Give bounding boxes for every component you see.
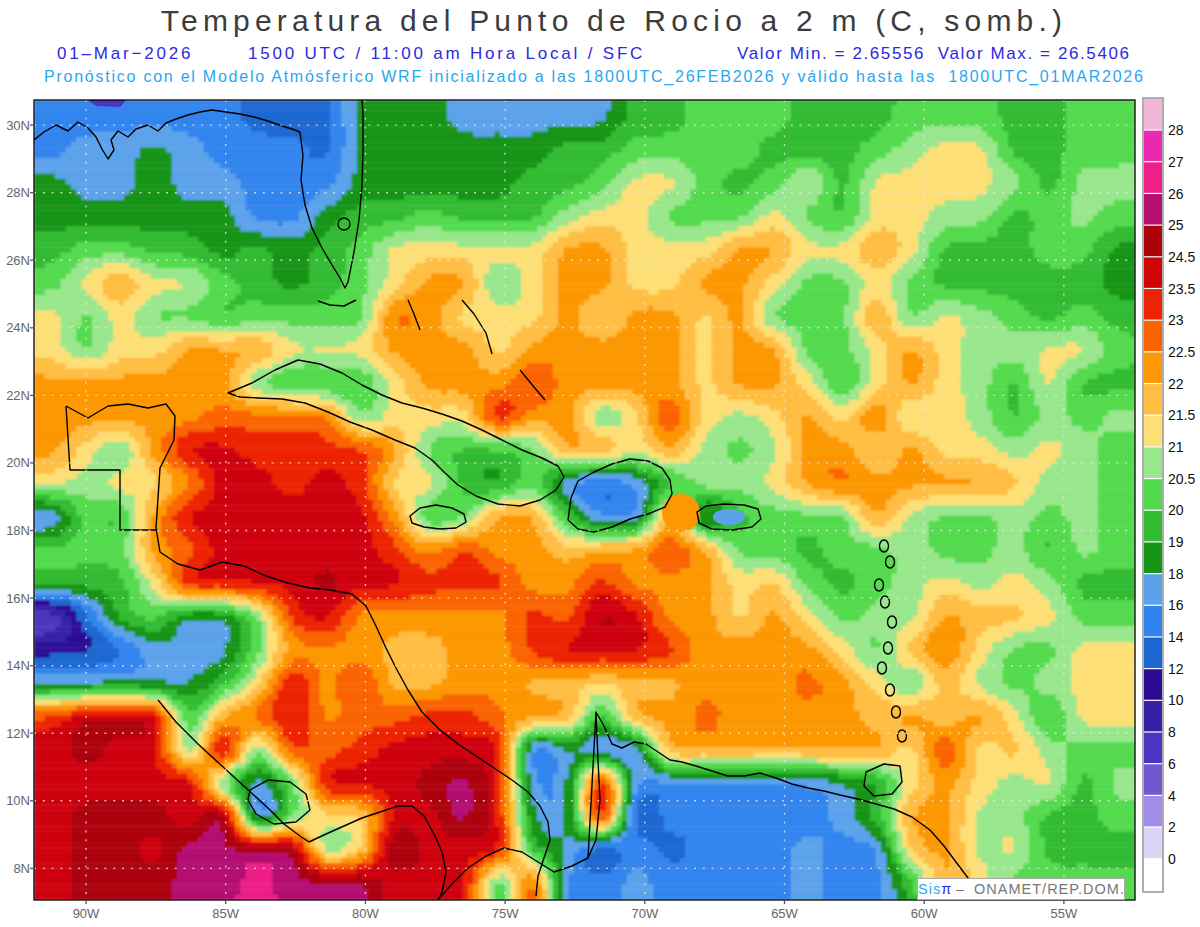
svg-text:55W: 55W — [1051, 906, 1078, 921]
svg-text:20: 20 — [1168, 502, 1184, 518]
svg-text:16: 16 — [1168, 597, 1184, 613]
svg-text:80W: 80W — [352, 906, 379, 921]
svg-text:20N: 20N — [6, 455, 30, 470]
svg-text:14N: 14N — [6, 658, 30, 673]
svg-text:26: 26 — [1168, 186, 1184, 202]
svg-text:23: 23 — [1168, 312, 1184, 328]
svg-text:2: 2 — [1168, 819, 1176, 835]
svg-text:19: 19 — [1168, 534, 1184, 550]
svg-text:21: 21 — [1168, 439, 1184, 455]
svg-text:20.5: 20.5 — [1168, 471, 1195, 487]
svg-text:24.5: 24.5 — [1168, 249, 1195, 265]
svg-text:85W: 85W — [212, 906, 239, 921]
svg-text:23.5: 23.5 — [1168, 281, 1195, 297]
svg-text:21.5: 21.5 — [1168, 407, 1195, 423]
svg-text:10N: 10N — [6, 793, 30, 808]
svg-text:28N: 28N — [6, 185, 30, 200]
svg-text:22.5: 22.5 — [1168, 344, 1195, 360]
svg-text:65W: 65W — [771, 906, 798, 921]
svg-text:6: 6 — [1168, 756, 1176, 772]
svg-text:22: 22 — [1168, 376, 1184, 392]
svg-text:90W: 90W — [73, 906, 100, 921]
svg-text:18: 18 — [1168, 566, 1184, 582]
svg-text:30N: 30N — [6, 118, 30, 133]
svg-text:12: 12 — [1168, 661, 1184, 677]
svg-text:0: 0 — [1168, 851, 1176, 867]
svg-text:60W: 60W — [911, 906, 938, 921]
svg-text:25: 25 — [1168, 217, 1184, 233]
svg-text:24N: 24N — [6, 320, 30, 335]
svg-text:12N: 12N — [6, 726, 30, 741]
svg-text:26N: 26N — [6, 253, 30, 268]
svg-text:28: 28 — [1168, 122, 1184, 138]
svg-text:14: 14 — [1168, 629, 1184, 645]
svg-text:70W: 70W — [631, 906, 658, 921]
svg-text:4: 4 — [1168, 788, 1176, 804]
svg-text:22N: 22N — [6, 388, 30, 403]
svg-text:75W: 75W — [492, 906, 519, 921]
svg-text:10: 10 — [1168, 692, 1184, 708]
svg-text:27: 27 — [1168, 154, 1184, 170]
svg-text:18N: 18N — [6, 523, 30, 538]
svg-text:8: 8 — [1168, 724, 1176, 740]
svg-text:16N: 16N — [6, 591, 30, 606]
svg-text:8N: 8N — [13, 861, 30, 876]
